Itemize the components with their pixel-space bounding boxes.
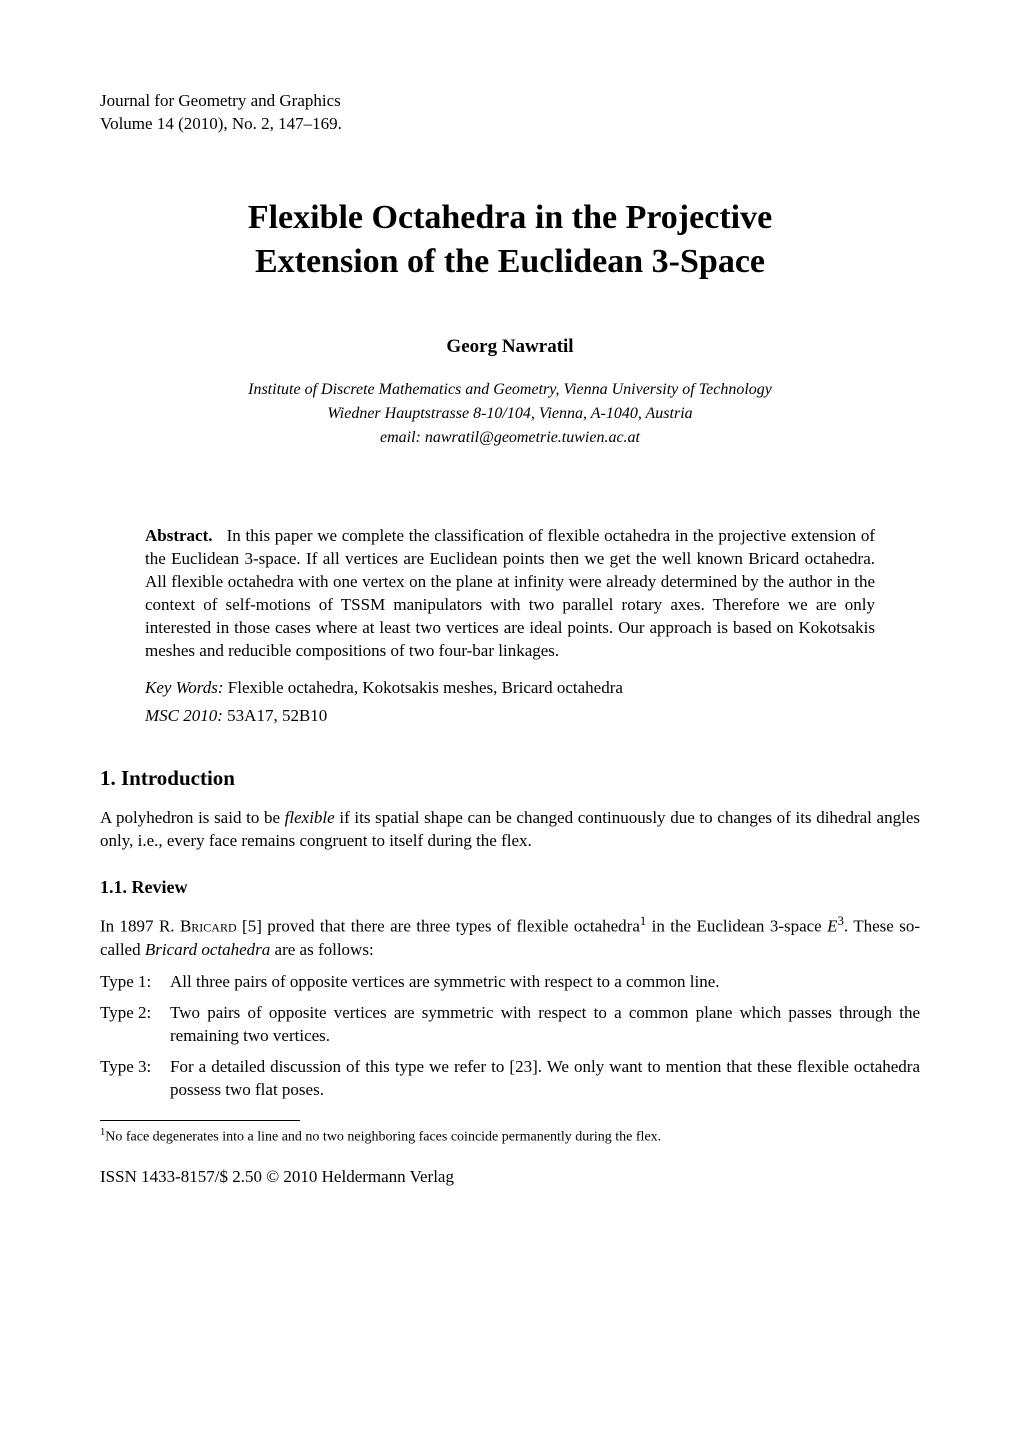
footnote-rule — [100, 1120, 300, 1121]
type-1-item: Type 1: All three pairs of opposite vert… — [100, 971, 920, 994]
para-italic2: Bricard octahedra — [145, 940, 270, 959]
para-text-pre: A polyhedron is said to be — [100, 808, 285, 827]
para-smallcaps: Bricard — [180, 917, 237, 936]
journal-name: Journal for Geometry and Graphics — [100, 90, 920, 113]
affiliation-line1: Institute of Discrete Mathematics and Ge… — [100, 378, 920, 402]
abstract-block: Abstract. In this paper we complete the … — [100, 525, 920, 663]
footer-issn: ISSN 1433-8157/$ 2.50 © 2010 Heldermann … — [100, 1166, 920, 1189]
title-line1: Flexible Octahedra in the Projective — [248, 199, 772, 236]
keywords-label: Key Words: — [145, 678, 224, 697]
type-3-label: Type 3: — [100, 1056, 170, 1102]
msc-label: MSC 2010: — [145, 706, 223, 725]
msc-block: MSC 2010: 53A17, 52B10 — [100, 705, 920, 728]
para-post: are as follows: — [270, 940, 373, 959]
subsection-1-1-heading: 1.1. Review — [100, 875, 920, 899]
journal-volume: Volume 14 (2010), No. 2, 147–169. — [100, 113, 920, 136]
type-list: Type 1: All three pairs of opposite vert… — [100, 971, 920, 1102]
para-mid1: [5] proved that there are three types of… — [237, 917, 640, 936]
affiliation-line3: email: nawratil@geometrie.tuwien.ac.at — [100, 426, 920, 450]
math-E: E — [827, 917, 837, 936]
paper-title: Flexible Octahedra in the Projective Ext… — [100, 196, 920, 284]
para-text-italic: flexible — [285, 808, 335, 827]
msc-text: 53A17, 52B10 — [223, 706, 327, 725]
type-2-text: Two pairs of opposite vertices are symme… — [170, 1002, 920, 1048]
author-name: Georg Nawratil — [100, 334, 920, 360]
type-3-item: Type 3: For a detailed discussion of thi… — [100, 1056, 920, 1102]
section-1-paragraph: A polyhedron is said to be flexible if i… — [100, 807, 920, 853]
para-pre: In 1897 R. — [100, 917, 180, 936]
keywords-text: Flexible octahedra, Kokotsakis meshes, B… — [224, 678, 623, 697]
abstract-text: In this paper we complete the classifica… — [145, 526, 875, 660]
type-2-label: Type 2: — [100, 1002, 170, 1048]
type-1-text: All three pairs of opposite vertices are… — [170, 971, 920, 994]
para-mid2: in the Euclidean 3-space — [646, 917, 827, 936]
footnote-text: No face degenerates into a line and no t… — [105, 1130, 661, 1145]
type-3-text: For a detailed discussion of this type w… — [170, 1056, 920, 1102]
type-1-label: Type 1: — [100, 971, 170, 994]
affiliation-line2: Wiedner Hauptstrasse 8-10/104, Vienna, A… — [100, 402, 920, 426]
footnote: 1No face degenerates into a line and no … — [100, 1126, 920, 1148]
title-line2: Extension of the Euclidean 3-Space — [255, 243, 765, 280]
abstract-label: Abstract. — [145, 526, 213, 545]
author-affiliation: Institute of Discrete Mathematics and Ge… — [100, 378, 920, 450]
journal-info: Journal for Geometry and Graphics Volume… — [100, 90, 920, 136]
type-2-item: Type 2: Two pairs of opposite vertices a… — [100, 1002, 920, 1048]
keywords-block: Key Words: Flexible octahedra, Kokotsaki… — [100, 677, 920, 700]
section-1-heading: 1. Introduction — [100, 764, 920, 792]
subsection-1-1-paragraph: In 1897 R. Bricard [5] proved that there… — [100, 913, 920, 962]
